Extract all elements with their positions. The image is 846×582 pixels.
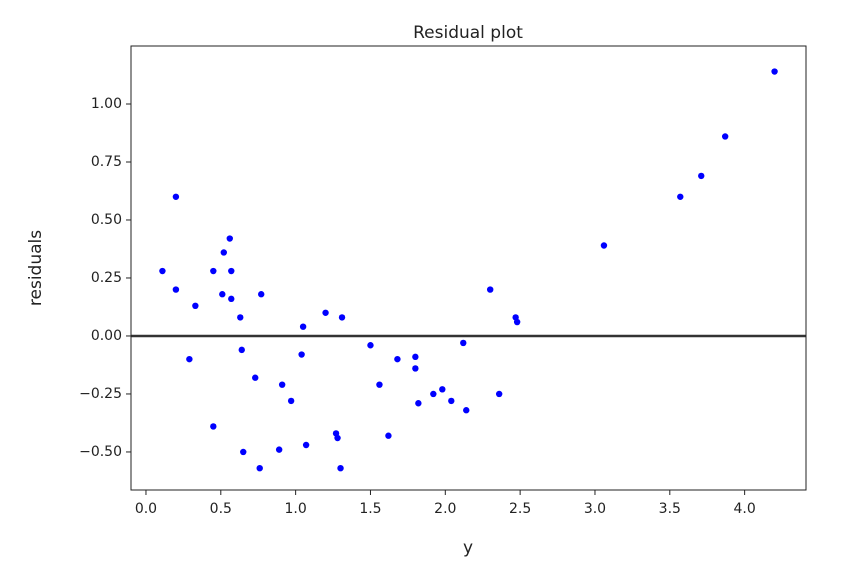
y-tick-label: 0.00 [91, 328, 122, 344]
x-axis-label: y [463, 538, 473, 558]
point [252, 374, 259, 381]
point [463, 407, 470, 414]
point [186, 355, 193, 363]
point [394, 355, 401, 363]
point [338, 314, 346, 321]
x-tick-label: 3.0 [584, 501, 606, 517]
point [415, 400, 422, 407]
point [172, 193, 180, 200]
point [172, 286, 180, 293]
point [367, 342, 374, 349]
y-tick-label: 0.25 [91, 270, 122, 286]
point [278, 381, 286, 388]
point [210, 267, 217, 275]
x-tick-label: 2.0 [434, 501, 456, 517]
point [192, 302, 199, 310]
point [460, 339, 467, 347]
point [159, 267, 166, 275]
point [275, 446, 283, 453]
y-tick-label: 0.50 [91, 212, 122, 228]
chart-title: Residual plot [413, 23, 523, 43]
point [258, 291, 265, 298]
x-tick-label: 1.5 [359, 501, 381, 517]
point [287, 397, 295, 405]
point [237, 314, 244, 321]
point [385, 432, 392, 439]
point [487, 286, 494, 293]
point [228, 295, 235, 303]
x-tick-label: 0.5 [210, 501, 232, 517]
point [322, 309, 329, 316]
point [376, 381, 383, 388]
x-tick-label: 0.0 [135, 501, 157, 517]
plot-frame [130, 45, 807, 491]
y-tick-label: 0.75 [91, 154, 122, 170]
point [226, 235, 233, 242]
x-tick-label: 3.5 [659, 501, 681, 517]
point [256, 464, 263, 472]
y-tick-label: −0.50 [79, 444, 122, 460]
point [240, 448, 247, 456]
point [721, 133, 729, 140]
point [298, 351, 305, 358]
point [600, 242, 608, 249]
point [698, 172, 705, 180]
point [238, 346, 245, 354]
x-tick-label: 4.0 [734, 501, 756, 517]
point [334, 434, 341, 442]
point [412, 365, 419, 372]
x-tick-label: 1.0 [285, 501, 307, 517]
point [412, 353, 419, 361]
point [228, 267, 235, 275]
point [448, 397, 455, 405]
point [210, 423, 217, 430]
point [495, 390, 503, 398]
y-tick-label: −0.25 [79, 386, 122, 402]
point [220, 249, 227, 256]
x-tick-label: 2.5 [509, 501, 531, 517]
point [219, 291, 226, 298]
point [771, 68, 778, 75]
y-axis-label: residuals [26, 230, 46, 306]
point [337, 464, 344, 472]
point [299, 323, 307, 330]
point [677, 193, 684, 200]
point [430, 390, 437, 398]
y-tick-label: 1.00 [91, 96, 122, 112]
point [513, 318, 521, 326]
point [302, 441, 310, 449]
point [439, 386, 446, 393]
